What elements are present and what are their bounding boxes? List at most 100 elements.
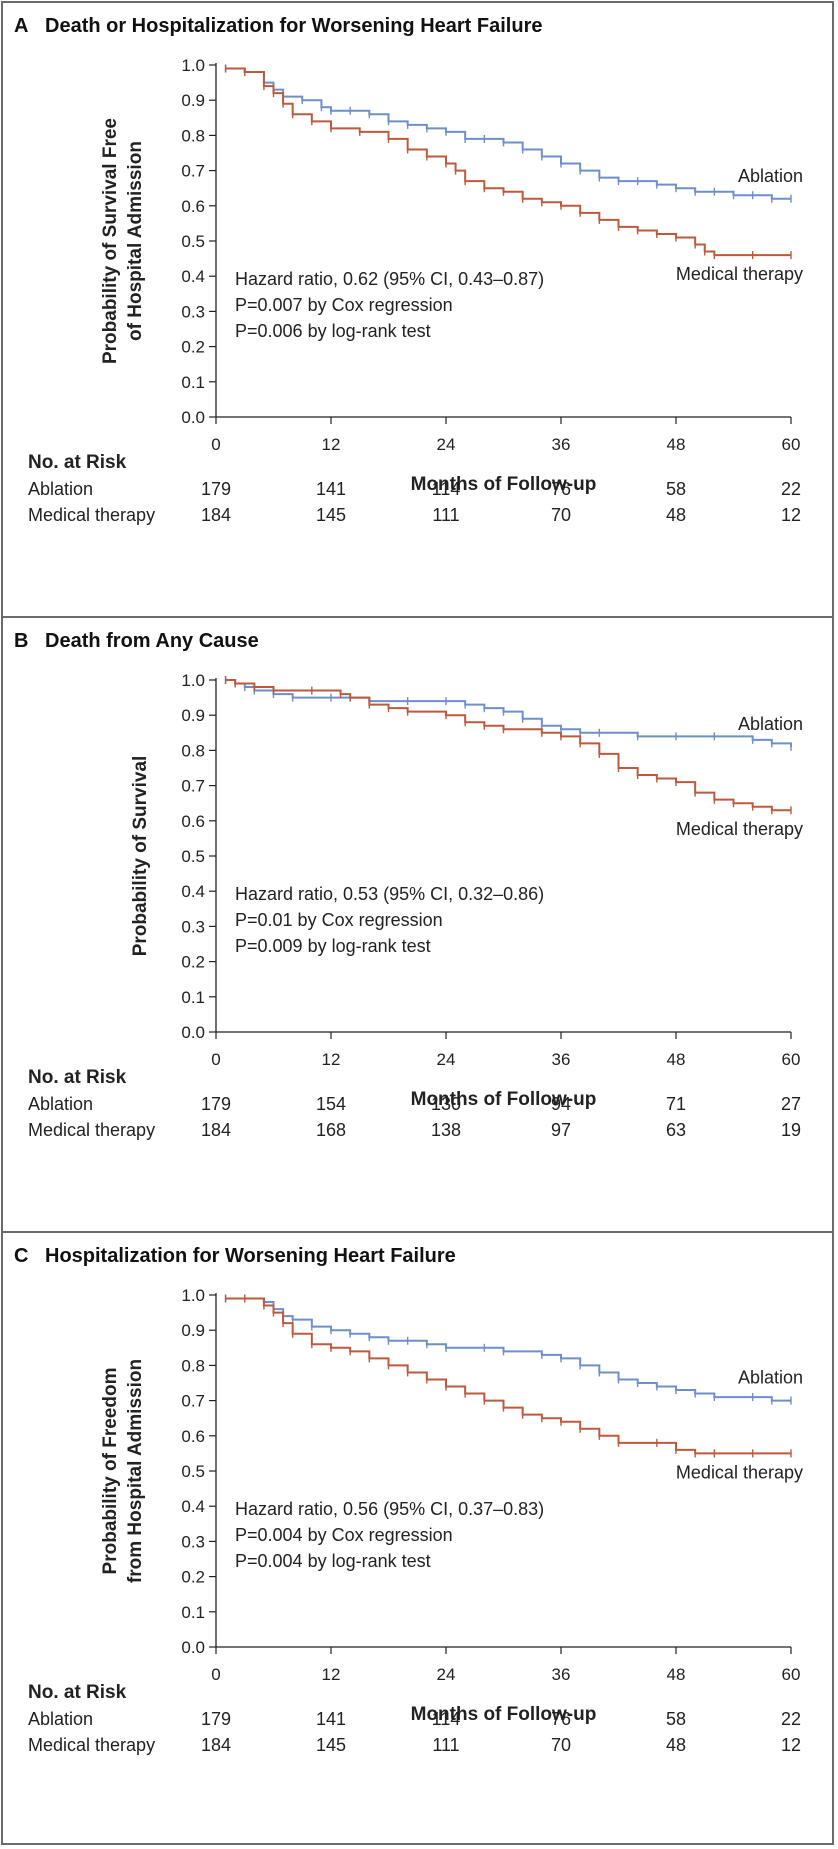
risk-table-heading: No. at Risk (28, 452, 127, 473)
y-tick-label: 0.7 (181, 777, 205, 796)
y-tick-label: 0.6 (181, 197, 205, 216)
risk-value: 27 (781, 1094, 801, 1114)
x-tick-label: 60 (782, 435, 801, 454)
y-tick-label: 1.0 (181, 56, 205, 75)
x-tick-label: 0 (211, 435, 220, 454)
panel-a: A Death or Hospitalization for Worsening … (3, 3, 834, 618)
x-tick-label: 0 (211, 1665, 220, 1684)
x-tick-label: 12 (322, 435, 341, 454)
series-label: Medical therapy (676, 264, 803, 284)
risk-value: 111 (432, 505, 459, 525)
y-tick-label: 0.1 (181, 1603, 205, 1622)
km-curve-medical-therapy (225, 679, 791, 812)
y-tick-label: 1.0 (181, 1286, 205, 1305)
risk-value: 179 (201, 1709, 231, 1729)
risk-value: 141 (316, 1709, 346, 1729)
panel-letter: A (14, 15, 29, 37)
risk-value: 184 (201, 1120, 231, 1140)
y-tick-label: 1.0 (181, 671, 205, 690)
y-tick-label: 0.5 (181, 1462, 205, 1481)
y-tick-label: 0.0 (181, 408, 205, 427)
risk-value: 70 (551, 1735, 571, 1755)
km-chart-a: 0.0 0.1 0.2 0.3 0.4 0.5 0.6 0.7 0.8 0.9 1.0 0 12 24 36… (28, 56, 803, 525)
stat-annotation: P=0.006 by log-rank test (235, 321, 431, 341)
y-tick-label: 0.7 (181, 1392, 205, 1411)
risk-value: 70 (551, 505, 571, 525)
km-chart-b: 0.0 0.1 0.2 0.3 0.4 0.5 0.6 0.7 0.8 0.9 1.0 0 12 24 36… (28, 671, 803, 1140)
panel-c: C Hospitalization for Worsening Heart Fai… (3, 1233, 834, 1845)
y-axis-title-line: Probability of Freedom (100, 1368, 121, 1575)
risk-value: 168 (316, 1120, 346, 1140)
y-tick-label: 0.2 (181, 338, 205, 357)
stat-annotation: Hazard ratio, 0.53 (95% CI, 0.32–0.86) (235, 884, 544, 904)
x-tick-label: 60 (782, 1665, 801, 1684)
risk-value: 145 (316, 1735, 346, 1755)
km-curve-medical-therapy (225, 1297, 791, 1455)
y-tick-label: 0.5 (181, 847, 205, 866)
km-curve-ablation (225, 67, 791, 200)
risk-value: 111 (432, 1735, 459, 1755)
risk-row-label: Medical therapy (28, 1120, 155, 1140)
panel-title: C Hospitalization for Worsening Heart Fai… (14, 1245, 456, 1268)
risk-value: 58 (666, 1709, 686, 1729)
x-tick-label: 36 (552, 1665, 571, 1684)
risk-row-label: Ablation (28, 1094, 93, 1114)
y-axis-title-line: from Hospital Admission (125, 1359, 146, 1583)
x-axis-title: Months of Follow-up (411, 1089, 597, 1110)
x-tick-label: 60 (782, 1050, 801, 1069)
risk-value: 12 (781, 505, 801, 525)
risk-row-label: Medical therapy (28, 1735, 155, 1755)
stat-annotation: P=0.004 by log-rank test (235, 1551, 431, 1571)
y-tick-label: 0.7 (181, 162, 205, 181)
y-tick-label: 0.6 (181, 812, 205, 831)
panel-title-text: Death from Any Cause (45, 630, 259, 652)
risk-value: 12 (781, 1735, 801, 1755)
y-tick-label: 0.1 (181, 373, 205, 392)
risk-value: 154 (316, 1094, 346, 1114)
y-tick-label: 0.4 (181, 267, 205, 286)
risk-value: 19 (781, 1120, 801, 1140)
x-tick-label: 24 (437, 435, 456, 454)
series-label: Ablation (738, 714, 803, 734)
risk-value: 58 (666, 479, 686, 499)
series-label: Medical therapy (676, 1462, 803, 1482)
risk-value: 184 (201, 1735, 231, 1755)
y-tick-label: 0.8 (181, 126, 205, 145)
panel-title-text: Death or Hospitalization for Worsening H… (45, 15, 543, 37)
risk-value: 114 (432, 1709, 461, 1729)
y-tick-label: 0.4 (181, 1497, 205, 1516)
km-curve-ablation (225, 679, 792, 747)
x-axis-title: Months of Follow-up (411, 474, 597, 495)
y-tick-label: 0.3 (181, 917, 205, 936)
y-tick-label: 0.3 (181, 302, 205, 321)
y-tick-label: 0.3 (181, 1532, 205, 1551)
risk-value: 63 (666, 1120, 686, 1140)
y-tick-label: 0.1 (181, 988, 205, 1007)
risk-value: 179 (201, 479, 231, 499)
risk-value: 138 (431, 1120, 461, 1140)
y-axis-title-line: of Hospital Admission (125, 141, 146, 341)
stat-annotation: P=0.007 by Cox regression (235, 295, 453, 315)
risk-value: 76 (551, 479, 571, 499)
risk-value: 179 (201, 1094, 231, 1114)
y-tick-label: 0.2 (181, 953, 205, 972)
stat-annotation: P=0.01 by Cox regression (235, 910, 443, 930)
risk-value: 145 (316, 505, 346, 525)
x-tick-label: 12 (322, 1050, 341, 1069)
stat-annotation: Hazard ratio, 0.56 (95% CI, 0.37–0.83) (235, 1499, 544, 1519)
x-axis-title: Months of Follow-up (411, 1704, 597, 1725)
panel-letter: C (14, 1245, 29, 1267)
panel-b: B Death from Any Cause 0.0 0.1 0.2 0.3 0.4 0.5… (3, 618, 834, 1233)
risk-value: 184 (201, 505, 231, 525)
x-tick-label: 0 (211, 1050, 220, 1069)
series-label: Ablation (738, 1368, 803, 1388)
km-curve-ablation (225, 1297, 791, 1402)
panel-title-text: Hospitalization for Worsening Heart Fail… (45, 1245, 456, 1267)
x-tick-label: 48 (667, 435, 686, 454)
risk-value: 48 (666, 1735, 686, 1755)
km-chart-c: 0.0 0.1 0.2 0.3 0.4 0.5 0.6 0.7 0.8 0.9 1.0 0 12 24 36… (28, 1286, 803, 1755)
y-tick-label: 0.0 (181, 1023, 205, 1042)
y-tick-label: 0.8 (181, 1356, 205, 1375)
risk-value: 114 (432, 479, 461, 499)
y-tick-label: 0.4 (181, 882, 205, 901)
